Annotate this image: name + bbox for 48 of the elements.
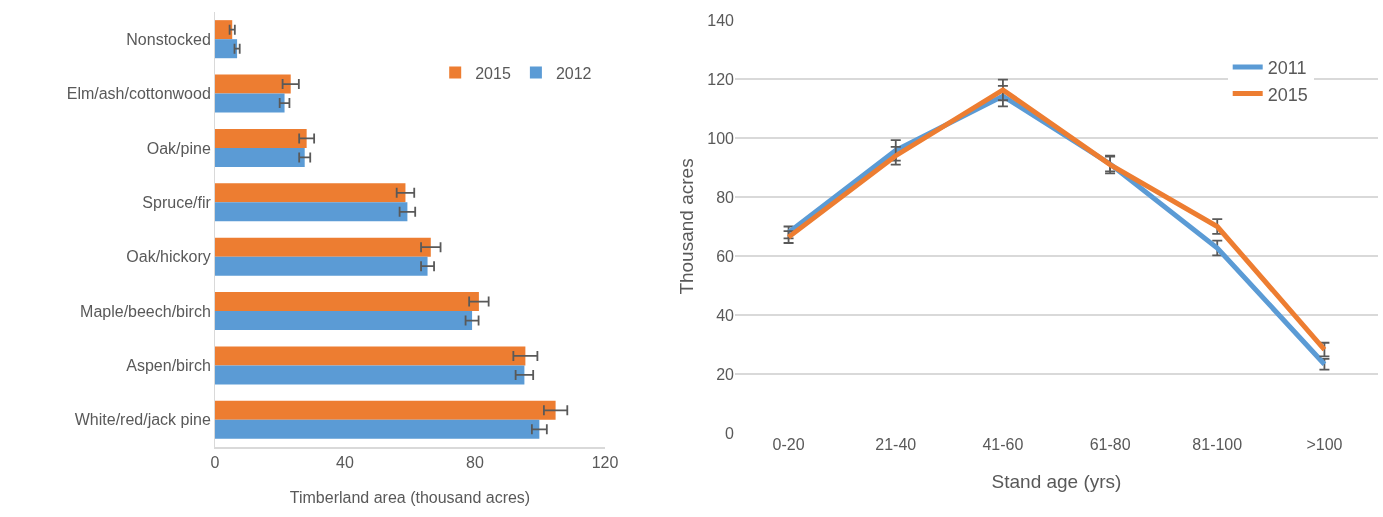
- y-tick-label: Nonstocked: [126, 30, 211, 48]
- bar: [215, 400, 556, 420]
- bar: [215, 39, 238, 59]
- y-tick-label: 120: [707, 70, 735, 88]
- x-tick-label: 120: [591, 454, 619, 472]
- y-tick-label: 80: [716, 188, 735, 206]
- y-tick-label: 40: [716, 306, 735, 324]
- y-tick-label: Maple/beech/birch: [80, 302, 211, 320]
- x-tick-label: 40: [336, 454, 354, 472]
- bar: [215, 93, 285, 113]
- x-tick-label: 80: [466, 454, 484, 472]
- bar: [215, 147, 305, 167]
- y-tick-label: Spruce/fir: [142, 193, 212, 211]
- x-tick-label: 0-20: [772, 436, 805, 453]
- y-axis-title: Thousand acres: [676, 158, 698, 295]
- bar: [215, 128, 307, 148]
- bar: [215, 202, 408, 222]
- x-tick-label: 81-100: [1192, 436, 1243, 453]
- x-tick-label: 41-60: [982, 436, 1024, 453]
- x-tick-label: >100: [1306, 436, 1343, 453]
- y-tick-label: 100: [707, 129, 735, 147]
- bar: [215, 256, 428, 276]
- bar: [215, 20, 233, 40]
- y-tick-label: Aspen/birch: [126, 357, 211, 375]
- legend-label: 2011: [1267, 58, 1307, 79]
- x-axis-title: Timberland area (thousand acres): [289, 489, 531, 507]
- x-tick-label: 61-80: [1089, 436, 1131, 453]
- legend-label: 2012: [555, 64, 592, 82]
- bar: [215, 419, 540, 439]
- y-tick-label: 60: [716, 247, 735, 265]
- y-tick-label: 140: [707, 11, 735, 29]
- legend-label: 2015: [475, 64, 511, 82]
- bar: [215, 237, 431, 257]
- x-tick-label: 21-40: [875, 436, 917, 453]
- y-tick-label: White/red/jack pine: [74, 411, 211, 429]
- bar: [215, 346, 526, 366]
- y-tick-label: 20: [716, 365, 735, 383]
- x-axis-title: Stand age (yrs): [991, 470, 1122, 492]
- y-tick-label: Elm/ash/cottonwood: [66, 85, 211, 103]
- bar: [215, 183, 406, 203]
- legend-label: 2015: [1267, 84, 1308, 105]
- bar: [215, 365, 525, 385]
- bar: [215, 311, 473, 331]
- y-tick-label: Oak/pine: [146, 139, 211, 157]
- bar: [215, 292, 479, 312]
- y-tick-label: Oak/hickory: [126, 248, 211, 266]
- bar: [215, 74, 291, 94]
- y-tick-label: 0: [725, 424, 735, 442]
